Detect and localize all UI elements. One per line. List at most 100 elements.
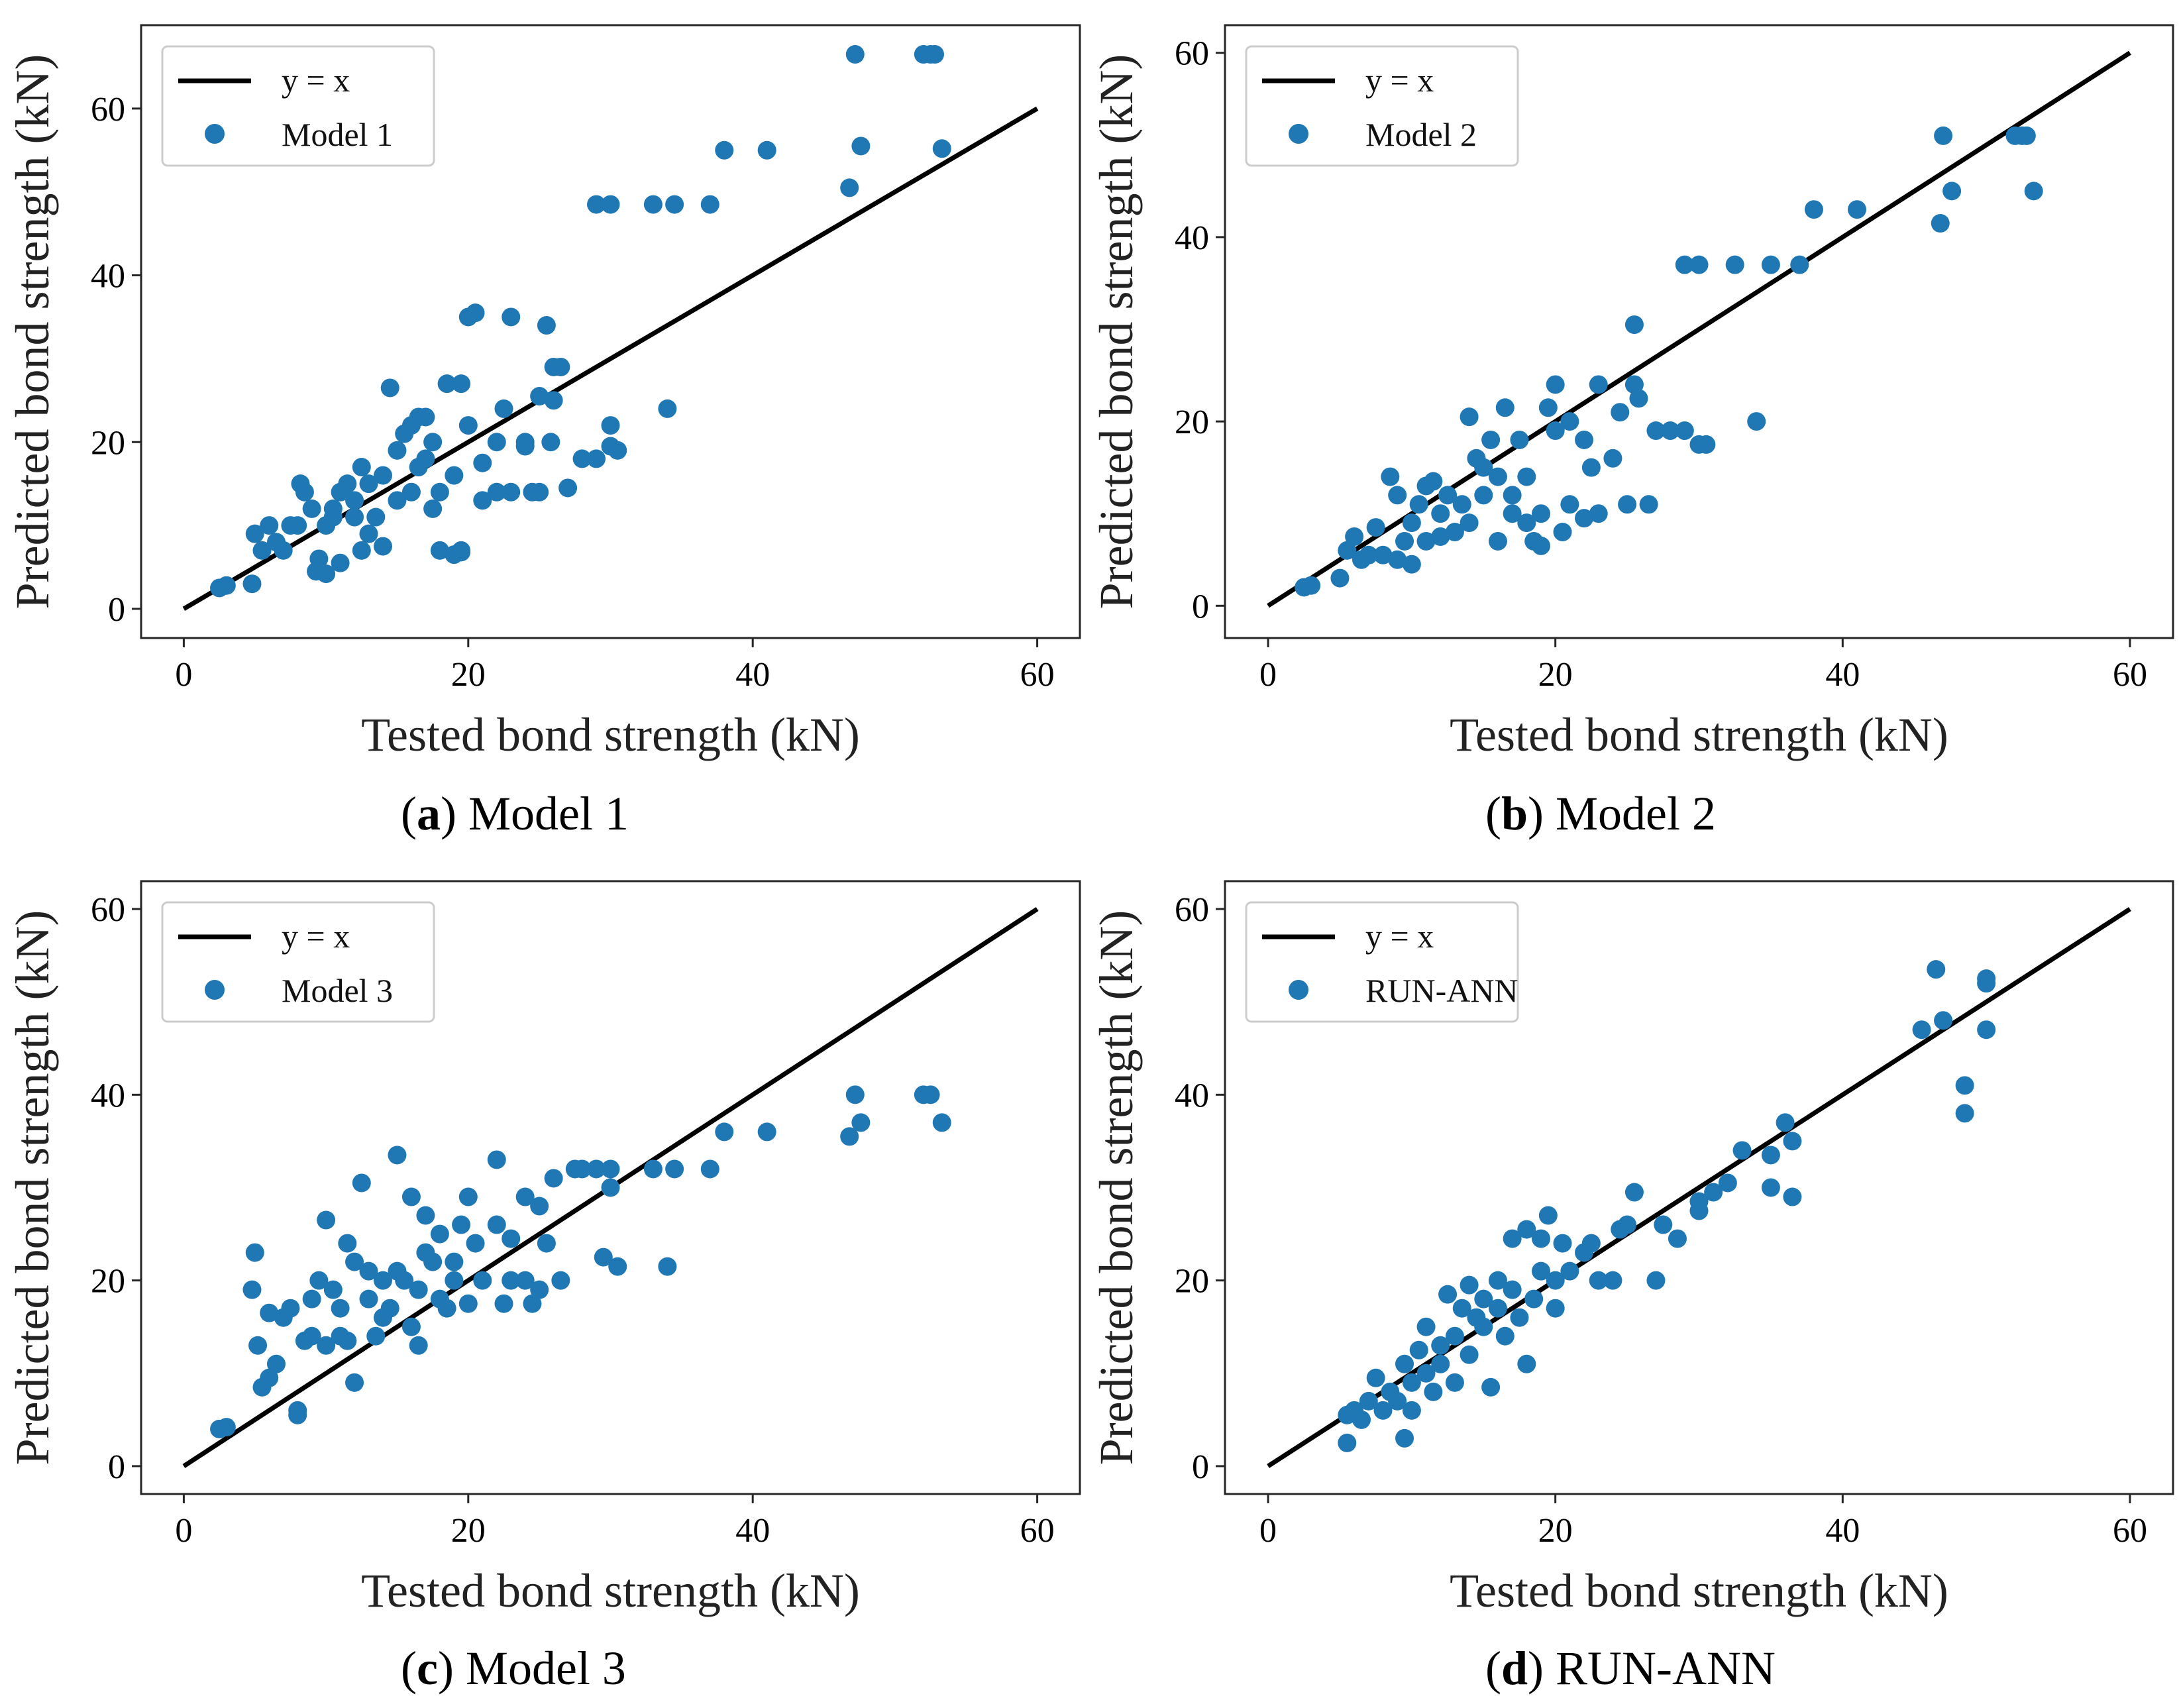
scatter-point [587,1159,606,1179]
scatter-point [1510,430,1529,449]
scatter-point [437,1299,456,1318]
scatter-point [757,140,776,160]
axes-frame [1224,880,2174,1495]
scatter-point [1373,545,1393,564]
scatter-point [1445,523,1464,542]
scatter-point [1488,1299,1507,1318]
scatter-point [1747,412,1766,431]
scatter-point [1416,1363,1436,1383]
scatter-point [1474,486,1493,505]
scatter-series [210,1085,951,1438]
x-tick-label: 20 [451,656,486,694]
scatter-point [302,1289,321,1308]
caption-letter: a [417,787,441,840]
scatter-point [1452,495,1471,514]
legend-marker-swatch [205,124,225,144]
scatter-point [1977,974,1996,993]
scatter-point [1761,1146,1780,1165]
scatter-point [1603,449,1622,468]
scatter-point [1402,1373,1421,1392]
scatter-point [317,1210,336,1230]
panel-b: 0 20 40 60 0 20 40 60 Tested bond strength (kN) P… [1090,24,2174,840]
scatter-point [1503,486,1522,505]
x-tick-label: 40 [735,656,770,694]
scatter-point [248,1336,268,1355]
scatter-point [1460,1345,1479,1364]
scatter-point [388,1146,407,1165]
x-tick-label: 20 [1538,1512,1573,1550]
x-tick-label: 0 [1259,656,1277,694]
scatter-point [401,1187,421,1206]
y-tick-label: 60 [91,91,125,129]
scatter-point [1624,1183,1644,1202]
scatter-point [260,516,279,535]
legend: y = x Model 2 [1245,45,1519,167]
caption-letter: d [1501,1642,1528,1695]
scatter-point [1488,467,1507,486]
scatter-point [1646,421,1666,441]
scatter-point [1589,375,1608,394]
scatter-series [210,45,951,598]
scatter-point [1790,255,1809,274]
scatter-point [502,1271,521,1290]
scatter-point [845,1085,865,1104]
scatter-point [715,1122,734,1142]
scatter-point [530,387,549,406]
scatter-point [281,1299,300,1318]
scatter-point [1524,1289,1544,1308]
legend: y = x Model 3 [161,901,435,1023]
legend-marker-swatch [205,980,225,1000]
scatter-point [715,140,734,160]
scatter-point [601,1178,620,1197]
scatter-point [601,1159,620,1179]
scatter-point [401,1317,421,1336]
scatter-point [473,453,492,472]
x-tick-label: 60 [1020,656,1055,694]
legend-line-label: y = x [1365,62,1434,99]
scatter-point [541,433,560,452]
scatter-point [1668,1229,1687,1248]
scatter-point [437,374,456,394]
axes-frame [1224,24,2174,639]
scatter-point [1704,1183,1723,1202]
scatter-point [544,391,563,410]
panel-d: 0 20 40 60 0 20 40 60 Tested bond strength (kN) P… [1090,880,2174,1695]
scatter-point [1388,486,1407,505]
scatter-point [1761,1178,1780,1197]
scatter-point [851,1113,871,1132]
scatter-series [1338,960,1996,1452]
y-tick-label: 40 [1175,1077,1209,1114]
scatter-point [537,316,556,335]
scatter-point [1402,513,1421,533]
scatter-point [217,576,236,595]
scatter-point [366,1326,386,1346]
scatter-point [1431,1336,1450,1355]
scatter-point [1532,504,1550,523]
x-axis-label: Tested bond strength (kN) [361,1564,860,1617]
scatter-point [665,195,684,214]
panel-caption: (b) Model 2 [1485,787,1716,840]
scatter-point [1546,375,1565,394]
legend-line-label: y = x [282,62,350,99]
scatter-point [388,491,407,510]
scatter-point [1718,1173,1737,1193]
scatter-point [409,1280,428,1299]
scatter-point [1927,960,1946,979]
scatter-point [1302,576,1321,595]
caption-open-paren: ( [401,787,417,840]
scatter-point [331,553,350,572]
legend-box [1245,901,1519,1023]
scatter-point [572,449,592,468]
x-tick-label: 60 [2113,1512,2147,1550]
x-tick-label: 60 [2113,656,2147,694]
scatter-point [1488,1271,1507,1290]
scatter-point [665,1159,684,1179]
scatter-point [445,466,464,485]
scatter-point [608,441,627,460]
scatter-point [1532,1229,1550,1248]
scatter-point [601,195,620,214]
y-tick-label: 40 [91,258,125,295]
scatter-point [1345,527,1364,546]
y-tick-label: 20 [1175,403,1209,441]
scatter-point [345,491,364,510]
